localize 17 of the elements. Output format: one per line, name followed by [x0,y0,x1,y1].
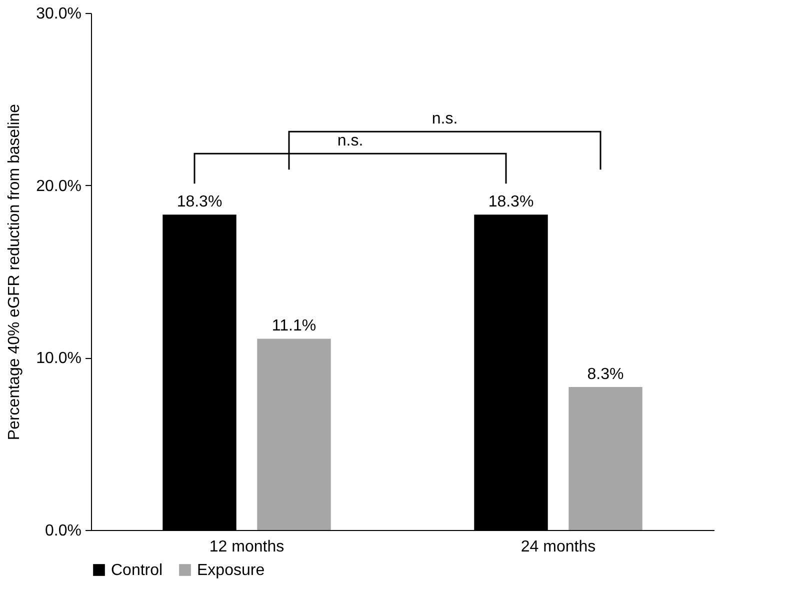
y-tick-label: 10.0% [36,350,82,368]
y-axis-title: Percentage 40% eGFR reduction from baseline [6,104,24,440]
x-tick-label: 12 months [209,538,284,556]
bar [568,386,642,530]
data-label: 8.3% [587,366,624,383]
annotation: n.s. [432,110,458,128]
legend-label: Exposure [197,562,265,579]
y-tick-label: 20.0% [36,178,82,195]
annotation: n.s. [337,132,364,150]
x-tick-label: 24 months [520,538,596,556]
legend-label: Control [111,562,163,579]
bar [257,338,331,530]
data-label: 18.3% [176,194,222,211]
y-tick-label: 30.0% [36,6,82,22]
y-tick-label: 0.0% [45,522,82,540]
data-label: 18.3% [488,194,534,211]
data-label: 11.1% [272,318,316,335]
